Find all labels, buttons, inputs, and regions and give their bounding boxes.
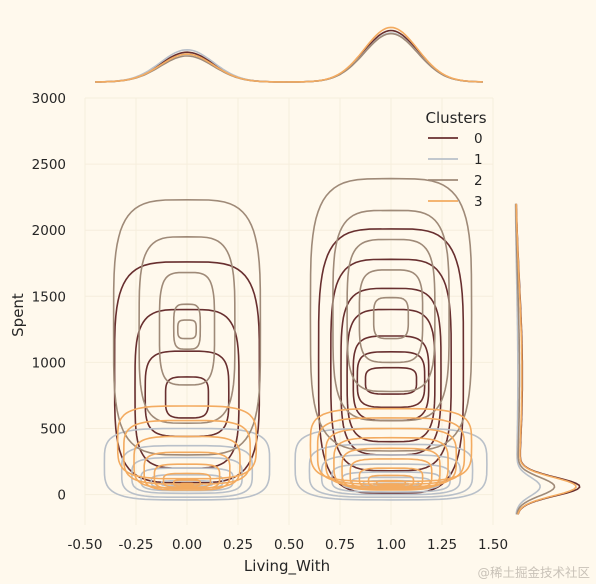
y-tick-label: 500: [40, 421, 66, 437]
legend: Clusters 0 1 2 3: [425, 109, 486, 210]
series-2-contour: [158, 271, 216, 386]
x-tick-labels: -0.50 -0.25 0.00 0.25 0.50 0.75 1.00 1.25 1.50: [68, 537, 509, 553]
y-tick-label: 0: [57, 488, 66, 504]
series-2-contour: [346, 238, 436, 393]
x-tick-label: 0.75: [325, 537, 355, 553]
legend-label-0: 0: [474, 131, 483, 147]
y-tick-label: 3000: [32, 91, 66, 107]
legend-label-1: 1: [474, 152, 483, 168]
series-3-contour: [349, 458, 433, 491]
x-tick-label: 1.50: [478, 537, 508, 553]
series-0-contour: [356, 350, 426, 409]
series-1-contour: [131, 456, 243, 495]
series-2-contours: [112, 177, 473, 456]
series-3-marginal-x: [95, 26, 483, 83]
x-tick-label: 1.00: [376, 537, 406, 553]
series-3-contour: [309, 407, 473, 483]
series-0-contour: [164, 376, 210, 419]
series-3-contour: [358, 467, 424, 489]
series-1-contour: [120, 444, 254, 498]
legend-label-2: 2: [474, 173, 483, 189]
x-tick-label: -0.50: [68, 537, 103, 553]
series-3-contours: [116, 405, 473, 491]
series-0-contour: [364, 366, 418, 395]
series-2-contour: [172, 303, 202, 351]
series-3-contour: [367, 474, 415, 488]
series-0-marginal-x: [95, 29, 483, 83]
series-2-contour: [138, 235, 236, 425]
series-2-contour: [332, 209, 450, 422]
x-tick-label: 0.50: [274, 537, 304, 553]
series-3-contour: [122, 419, 252, 485]
series-1-contour: [294, 427, 488, 501]
x-tick-label: 1.25: [427, 537, 457, 553]
series-2-contour: [372, 296, 410, 340]
y-tick-label: 1000: [32, 355, 66, 371]
series-1-contour: [140, 467, 234, 492]
y-tick-label: 2500: [32, 157, 66, 173]
series-0-contour: [144, 350, 230, 438]
series-2-contour: [177, 319, 197, 340]
watermark: @稀土掘金技术社区: [477, 565, 590, 580]
series-3-contour: [143, 451, 231, 491]
grid: [84, 97, 494, 525]
kde-contours: [103, 177, 488, 501]
series-1-contour: [308, 443, 474, 498]
series-3-marginal-y: [515, 203, 577, 515]
series-2-marginal-y: [515, 203, 556, 515]
series-2-contour: [112, 198, 262, 456]
series-3-contour: [116, 405, 258, 480]
series-3-contour: [153, 463, 221, 490]
series-3-contour: [375, 479, 407, 487]
y-tick-labels: 0 500 1000 1500 2000 2500 3000: [32, 91, 66, 504]
y-tick-label: 1500: [32, 289, 66, 305]
series-2-contour: [309, 177, 473, 452]
x-tick-label: 0.00: [172, 537, 202, 553]
series-3-contour: [180, 482, 194, 487]
series-3-contour: [162, 472, 212, 489]
x-axis-label: Living_With: [244, 557, 330, 576]
legend-label-3: 3: [474, 194, 483, 210]
series-3-contour: [383, 483, 399, 486]
series-3-contour: [172, 479, 202, 487]
legend-title: Clusters: [425, 109, 486, 127]
series-1-contour: [103, 427, 271, 501]
series-2-contour: [358, 269, 424, 364]
series-0-contour: [134, 308, 240, 470]
x-tick-label: 0.25: [223, 537, 253, 553]
y-tick-label: 2000: [32, 223, 66, 239]
series-3-contour: [341, 447, 441, 491]
marginal-x-density: [95, 26, 483, 83]
y-axis-label: Spent: [9, 293, 27, 337]
x-tick-label: -0.25: [119, 537, 154, 553]
marginal-y-density: [514, 203, 581, 515]
